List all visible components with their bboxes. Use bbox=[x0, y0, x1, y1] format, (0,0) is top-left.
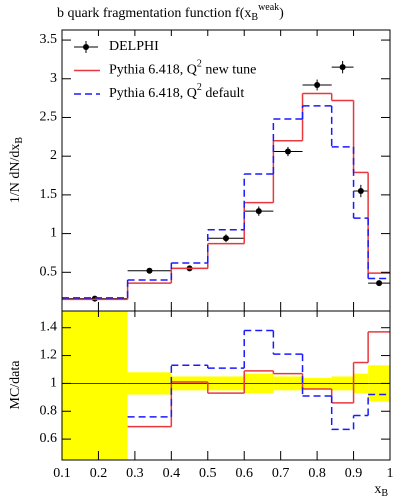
uncertainty-band bbox=[62, 311, 128, 460]
x-tick-label: 0.2 bbox=[90, 466, 108, 481]
data-point bbox=[339, 64, 346, 71]
data-point bbox=[376, 280, 383, 287]
y-tick-label: 1.2 bbox=[40, 348, 58, 363]
legend-label: DELPHI bbox=[109, 39, 159, 54]
y-tick-label: 1 bbox=[50, 226, 57, 241]
x-tick-label: 0.5 bbox=[199, 466, 217, 481]
y-tick-label: 1.4 bbox=[40, 320, 58, 335]
data-point bbox=[255, 208, 262, 215]
y-tick-label: 0.8 bbox=[40, 403, 58, 418]
legend-label: Pythia 6.418, Q2 new tune bbox=[109, 59, 256, 78]
data-point bbox=[314, 81, 321, 88]
x-tick-label: 1 bbox=[387, 466, 394, 481]
x-tick-label: 0.9 bbox=[345, 466, 363, 481]
y-tick-label: 2.5 bbox=[40, 110, 58, 125]
x-tick-label: 0.8 bbox=[308, 466, 326, 481]
legend-marker bbox=[83, 44, 89, 50]
data-point bbox=[91, 295, 98, 302]
y-tick-label: 1.5 bbox=[40, 187, 58, 202]
ratio-y-axis-label: MC/data bbox=[8, 360, 23, 410]
y-tick-label: 0.6 bbox=[40, 431, 58, 446]
y-tick-label: 3.5 bbox=[40, 32, 58, 47]
data-point bbox=[284, 148, 291, 155]
y-axis-label: 1/N dN/dxB bbox=[8, 137, 25, 204]
y-tick-label: 3 bbox=[50, 71, 57, 86]
x-tick-label: 0.1 bbox=[53, 466, 71, 481]
x-tick-label: 0.4 bbox=[163, 466, 181, 481]
chart-title: b quark fragmentation function f(xBweak) bbox=[57, 2, 284, 23]
x-tick-label: 0.7 bbox=[272, 466, 290, 481]
data-point bbox=[357, 188, 364, 195]
y-tick-label: 1 bbox=[50, 376, 57, 391]
y-tick-label: 0.5 bbox=[40, 265, 58, 280]
x-tick-label: 0.6 bbox=[235, 466, 253, 481]
data-point bbox=[146, 267, 153, 274]
y-tick-label: 2 bbox=[50, 148, 57, 163]
plot-frame bbox=[61, 310, 391, 461]
legend-label: Pythia 6.418, Q2 default bbox=[109, 82, 244, 101]
data-point bbox=[223, 235, 229, 242]
x-tick-label: 0.3 bbox=[126, 466, 144, 481]
x-axis-label: xB bbox=[374, 482, 388, 499]
